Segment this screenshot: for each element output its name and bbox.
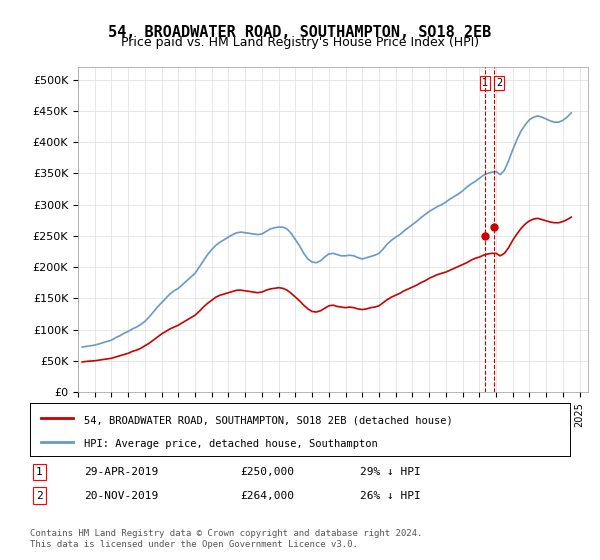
Text: £264,000: £264,000 [240, 491, 294, 501]
Text: Price paid vs. HM Land Registry's House Price Index (HPI): Price paid vs. HM Land Registry's House … [121, 36, 479, 49]
Text: 29-APR-2019: 29-APR-2019 [84, 467, 158, 477]
Text: 26% ↓ HPI: 26% ↓ HPI [360, 491, 421, 501]
Text: Contains HM Land Registry data © Crown copyright and database right 2024.
This d: Contains HM Land Registry data © Crown c… [30, 529, 422, 549]
Text: 54, BROADWATER ROAD, SOUTHAMPTON, SO18 2EB (detached house): 54, BROADWATER ROAD, SOUTHAMPTON, SO18 2… [84, 415, 453, 425]
Text: 54, BROADWATER ROAD, SOUTHAMPTON, SO18 2EB: 54, BROADWATER ROAD, SOUTHAMPTON, SO18 2… [109, 25, 491, 40]
Text: HPI: Average price, detached house, Southampton: HPI: Average price, detached house, Sout… [84, 438, 378, 449]
Text: 20-NOV-2019: 20-NOV-2019 [84, 491, 158, 501]
Text: £250,000: £250,000 [240, 467, 294, 477]
Text: 29% ↓ HPI: 29% ↓ HPI [360, 467, 421, 477]
Text: 1: 1 [481, 78, 488, 88]
Text: 2: 2 [496, 78, 502, 88]
Text: 2: 2 [36, 491, 43, 501]
Text: 1: 1 [36, 467, 43, 477]
